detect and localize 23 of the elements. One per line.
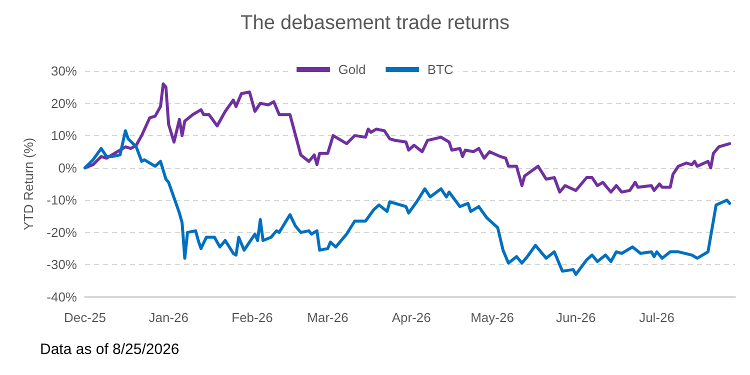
line-series xyxy=(84,82,732,194)
x-tick-label: May-26 xyxy=(470,310,514,325)
x-tick-label: Apr-26 xyxy=(392,310,431,325)
x-tick-label: Mar-26 xyxy=(307,310,348,325)
y-tick-label: -40% xyxy=(46,290,78,304)
y-axis-title: YTD Return (%) xyxy=(21,138,36,230)
x-tick-label: Dec-25 xyxy=(64,310,106,325)
y-tick-label: -30% xyxy=(46,257,78,272)
chart-title: The debasement trade returns xyxy=(240,12,510,34)
legend-label: Gold xyxy=(338,62,366,77)
y-tick-label: -10% xyxy=(46,192,78,208)
x-tick-label: Feb-26 xyxy=(232,310,273,325)
y-tick-label: 20% xyxy=(50,96,78,111)
legend-label: BTC xyxy=(427,62,454,77)
y-tick-label: 10% xyxy=(50,128,78,144)
x-tick-label: Jan-26 xyxy=(148,310,188,325)
text: Data as of 8/25/2026 xyxy=(40,341,180,358)
x-tick-label: Jul-26 xyxy=(639,310,674,325)
line-series xyxy=(84,129,732,276)
x-tick-label: Jun-26 xyxy=(556,310,596,325)
y-tick-label: 30% xyxy=(50,64,78,78)
y-tick-label: 0% xyxy=(58,160,78,176)
y-tick-label: -20% xyxy=(46,224,78,240)
